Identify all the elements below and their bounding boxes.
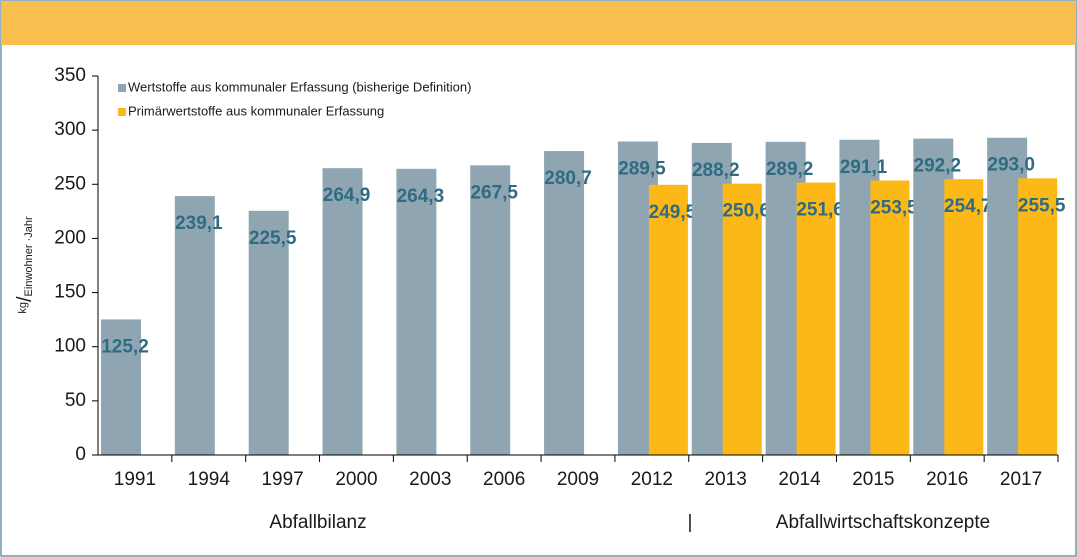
bar xyxy=(101,319,141,455)
y-tick-label: 50 xyxy=(65,390,86,411)
legend-swatch xyxy=(118,84,126,92)
value-label: 239,1 xyxy=(175,213,223,234)
value-label: 293,0 xyxy=(987,155,1035,176)
value-label: 264,3 xyxy=(397,186,445,207)
bar xyxy=(1018,178,1058,455)
bar xyxy=(470,165,511,456)
x-tick-label: 1994 xyxy=(188,469,231,490)
bar xyxy=(174,196,215,455)
group-separator: | xyxy=(688,512,693,533)
value-label: 264,9 xyxy=(323,185,371,206)
y-tick-label: 250 xyxy=(54,173,86,194)
x-tick-label: 2003 xyxy=(409,469,451,490)
value-label: 253,5 xyxy=(870,198,918,219)
value-label: 249,5 xyxy=(649,202,697,223)
x-tick-label: 2006 xyxy=(483,469,525,490)
legend-label: Primärwertstoffe aus kommunaler Erfassun… xyxy=(128,103,384,118)
value-label: 288,2 xyxy=(692,160,740,181)
y-tick-label: 300 xyxy=(54,119,86,140)
value-label: 280,7 xyxy=(544,168,592,189)
y-axis-label-part: kg xyxy=(17,302,29,314)
value-label: 254,7 xyxy=(944,196,992,217)
x-tick-label: 2009 xyxy=(557,469,599,490)
bar xyxy=(722,183,762,456)
bar xyxy=(870,180,910,455)
legend-label: Wertstoffe aus kommunaler Erfassung (bis… xyxy=(128,79,471,94)
header-band xyxy=(1,1,1076,45)
value-label: 289,5 xyxy=(618,159,666,180)
value-label: 225,5 xyxy=(249,228,297,249)
bar xyxy=(248,210,289,455)
x-tick-label: 1997 xyxy=(261,469,303,490)
x-tick-label: 2013 xyxy=(705,469,747,490)
group-label: Abfallbilanz xyxy=(269,512,366,533)
y-tick-label: 350 xyxy=(54,65,86,86)
group-label: Abfallwirtschaftskonzepte xyxy=(776,512,990,533)
y-tick-label: 100 xyxy=(54,336,86,357)
value-label: 289,2 xyxy=(766,159,814,180)
y-axis-label: kg/Einwohner ·Jahr xyxy=(14,216,36,314)
y-axis-label-part: Einwohner ·Jahr xyxy=(23,216,35,296)
value-label: 255,5 xyxy=(1018,195,1066,216)
value-label: 251,6 xyxy=(796,200,844,221)
x-tick-label: 1991 xyxy=(114,469,156,490)
value-label: 292,2 xyxy=(914,156,962,177)
y-axis-label-part: / xyxy=(14,296,36,302)
value-label: 291,1 xyxy=(840,157,888,178)
x-tick-label: 2014 xyxy=(778,469,821,490)
y-tick-label: 200 xyxy=(54,227,86,248)
bar xyxy=(544,151,585,456)
x-tick-label: 2000 xyxy=(335,469,377,490)
y-tick-label: 150 xyxy=(54,282,86,303)
bar xyxy=(796,182,836,455)
x-tick-label: 2015 xyxy=(852,469,894,490)
value-label: 267,5 xyxy=(470,182,518,203)
bar xyxy=(396,168,437,456)
value-label: 125,2 xyxy=(101,336,149,357)
bar xyxy=(648,184,688,455)
value-label: 250,6 xyxy=(722,201,770,222)
x-tick-label: 2017 xyxy=(1000,469,1042,490)
y-tick-label: 0 xyxy=(75,444,86,465)
x-tick-label: 2012 xyxy=(631,469,673,490)
legend-swatch xyxy=(118,108,126,116)
bar xyxy=(322,168,363,456)
bar xyxy=(944,179,984,455)
x-tick-label: 2016 xyxy=(926,469,968,490)
